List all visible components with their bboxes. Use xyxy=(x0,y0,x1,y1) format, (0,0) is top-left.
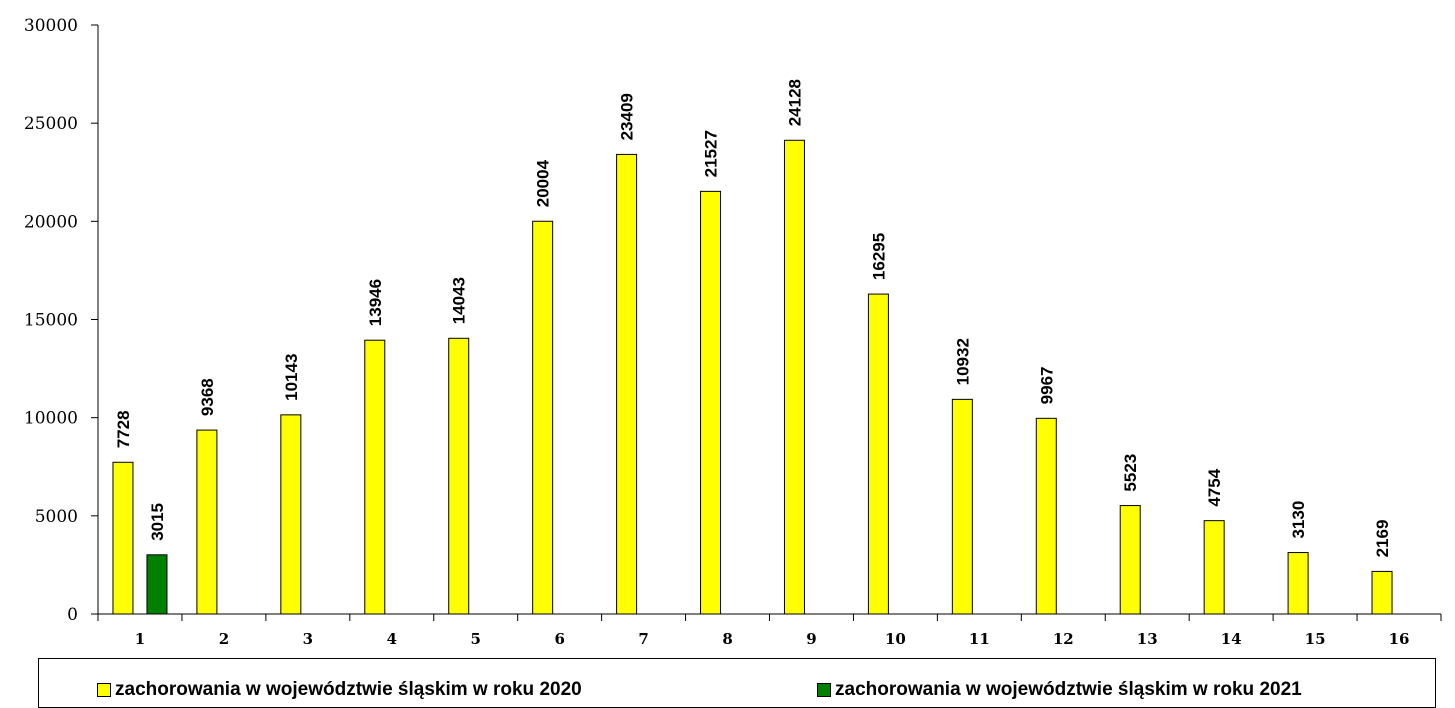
data-label: 3130 xyxy=(1289,501,1308,539)
x-tick-label: 8 xyxy=(722,630,732,648)
legend-item-2021: zachorowania w województwie śląskim w ro… xyxy=(817,679,1302,701)
data-label: 2169 xyxy=(1373,520,1392,558)
data-labels: 7728 9368 10143 13946 14043 20004 23409 21527 24… xyxy=(114,79,1392,557)
data-label: 23409 xyxy=(618,93,637,140)
x-tick-label: 3 xyxy=(303,630,313,648)
data-label: 10143 xyxy=(282,354,301,401)
data-label: 3015 xyxy=(148,503,167,541)
bar xyxy=(867,293,889,615)
y-axis-ticks: 0 5000 10000 15000 20000 25000 30000 xyxy=(24,16,98,625)
x-tick-label: 4 xyxy=(387,630,397,648)
data-label: 10932 xyxy=(953,338,972,385)
bar xyxy=(532,220,554,615)
x-tick-label: 9 xyxy=(806,630,816,648)
y-tick-label: 30000 xyxy=(24,16,78,36)
legend-label-2021: zachorowania w województwie śląskim w ro… xyxy=(835,679,1302,700)
y-tick-label: 20000 xyxy=(24,212,78,232)
bar xyxy=(146,554,168,615)
data-label: 13946 xyxy=(366,279,385,326)
y-tick-label: 15000 xyxy=(24,311,78,331)
data-label: 5523 xyxy=(1121,454,1140,492)
data-label: 16295 xyxy=(869,233,888,280)
bar xyxy=(951,398,973,615)
data-label: 9967 xyxy=(1037,366,1056,404)
data-label: 21527 xyxy=(702,130,721,177)
bar xyxy=(112,461,134,615)
x-tick-label: 10 xyxy=(885,630,906,648)
bar xyxy=(1035,417,1057,615)
bars xyxy=(112,139,1393,615)
bar xyxy=(616,153,638,615)
bar xyxy=(1287,552,1309,615)
x-tick-label: 16 xyxy=(1389,630,1410,648)
x-tick-label: 2 xyxy=(219,630,229,648)
bar xyxy=(700,190,722,615)
bar xyxy=(196,429,218,615)
legend-swatch-2021 xyxy=(817,683,831,697)
x-tick-label: 6 xyxy=(554,630,564,648)
data-label: 9368 xyxy=(198,378,217,416)
y-tick-label: 0 xyxy=(67,605,78,625)
bar xyxy=(1119,505,1141,615)
legend-item-2020: zachorowania w województwie śląskim w ro… xyxy=(97,679,582,701)
bar xyxy=(783,139,805,615)
data-label: 4754 xyxy=(1205,468,1224,506)
legend-label-2020: zachorowania w województwie śląskim w ro… xyxy=(115,679,582,700)
bar xyxy=(364,339,386,615)
y-tick-label: 5000 xyxy=(35,507,78,527)
x-tick-label: 12 xyxy=(1053,630,1074,648)
x-tick-label: 7 xyxy=(638,630,648,648)
y-tick-label: 10000 xyxy=(24,409,78,429)
x-tick-label: 14 xyxy=(1221,630,1242,648)
y-tick-label: 25000 xyxy=(24,114,78,134)
x-tick-label: 15 xyxy=(1305,630,1326,648)
x-tick-label: 11 xyxy=(969,630,990,648)
bar xyxy=(448,337,470,615)
bar xyxy=(1371,570,1393,615)
data-label: 14043 xyxy=(450,277,469,324)
bar xyxy=(280,414,302,615)
legend-swatch-2020 xyxy=(97,683,111,697)
x-tick-label: 1 xyxy=(135,630,145,648)
data-label: 20004 xyxy=(534,159,553,207)
x-tick-label: 13 xyxy=(1137,630,1158,648)
data-label: 7728 xyxy=(114,410,133,448)
x-axis-ticks: 1 2 3 4 5 6 7 8 9 10 11 12 13 14 15 16 xyxy=(97,614,1442,648)
data-label: 24128 xyxy=(785,79,804,126)
legend: zachorowania w województwie śląskim w ro… xyxy=(38,658,1436,708)
x-tick-label: 5 xyxy=(471,630,481,648)
bar xyxy=(1203,520,1225,615)
